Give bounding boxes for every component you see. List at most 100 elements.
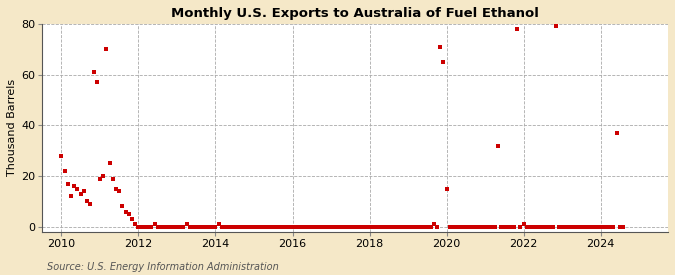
Point bbox=[495, 225, 506, 229]
Point bbox=[82, 199, 92, 204]
Point bbox=[56, 153, 67, 158]
Point bbox=[319, 225, 330, 229]
Point bbox=[441, 186, 452, 191]
Point bbox=[130, 222, 140, 226]
Text: Source: U.S. Energy Information Administration: Source: U.S. Energy Information Administ… bbox=[47, 262, 279, 272]
Point bbox=[573, 225, 584, 229]
Point bbox=[418, 225, 429, 229]
Point bbox=[608, 225, 619, 229]
Point bbox=[374, 225, 385, 229]
Point bbox=[332, 225, 343, 229]
Point bbox=[155, 225, 166, 229]
Point bbox=[521, 225, 532, 229]
Point bbox=[230, 225, 240, 229]
Point bbox=[213, 222, 224, 226]
Point bbox=[85, 202, 96, 206]
Point bbox=[595, 225, 606, 229]
Point bbox=[535, 225, 545, 229]
Point bbox=[303, 225, 314, 229]
Point bbox=[294, 225, 304, 229]
Point bbox=[583, 225, 593, 229]
Point bbox=[400, 225, 410, 229]
Point bbox=[175, 225, 186, 229]
Point bbox=[431, 225, 442, 229]
Title: Monthly U.S. Exports to Australia of Fuel Ethanol: Monthly U.S. Exports to Australia of Fue… bbox=[171, 7, 539, 20]
Point bbox=[281, 225, 292, 229]
Point bbox=[246, 225, 256, 229]
Point bbox=[380, 225, 391, 229]
Point bbox=[354, 225, 365, 229]
Point bbox=[477, 225, 487, 229]
Point bbox=[325, 225, 336, 229]
Point bbox=[101, 47, 112, 51]
Point bbox=[259, 225, 269, 229]
Point bbox=[499, 225, 510, 229]
Point bbox=[255, 225, 266, 229]
Point bbox=[361, 225, 372, 229]
Point bbox=[512, 27, 522, 31]
Point bbox=[310, 225, 321, 229]
Point bbox=[377, 225, 388, 229]
Point bbox=[168, 225, 179, 229]
Point bbox=[508, 225, 519, 229]
Point bbox=[111, 186, 122, 191]
Point bbox=[486, 225, 497, 229]
Point bbox=[197, 225, 208, 229]
Point bbox=[454, 225, 465, 229]
Point bbox=[107, 176, 118, 181]
Point bbox=[236, 225, 246, 229]
Point bbox=[435, 45, 446, 49]
Point bbox=[448, 225, 458, 229]
Point bbox=[220, 225, 231, 229]
Point bbox=[338, 225, 349, 229]
Point bbox=[345, 225, 356, 229]
Point bbox=[124, 212, 134, 216]
Point bbox=[524, 225, 535, 229]
Point bbox=[554, 225, 564, 229]
Point bbox=[313, 225, 323, 229]
Point bbox=[217, 225, 227, 229]
Point bbox=[117, 204, 128, 209]
Point bbox=[207, 225, 218, 229]
Point bbox=[531, 225, 542, 229]
Point bbox=[24, 209, 34, 214]
Point bbox=[618, 225, 628, 229]
Point bbox=[493, 144, 504, 148]
Point bbox=[271, 225, 282, 229]
Point bbox=[457, 225, 468, 229]
Point bbox=[316, 225, 327, 229]
Point bbox=[483, 225, 493, 229]
Point bbox=[200, 225, 211, 229]
Point bbox=[88, 70, 99, 74]
Point bbox=[467, 225, 478, 229]
Point bbox=[367, 225, 378, 229]
Point bbox=[489, 225, 500, 229]
Point bbox=[306, 225, 317, 229]
Point bbox=[537, 225, 548, 229]
Point bbox=[136, 225, 147, 229]
Point bbox=[98, 174, 109, 178]
Point bbox=[204, 225, 215, 229]
Point bbox=[464, 225, 475, 229]
Point bbox=[412, 225, 423, 229]
Point bbox=[159, 225, 169, 229]
Point bbox=[342, 225, 352, 229]
Point bbox=[274, 225, 285, 229]
Point bbox=[403, 225, 414, 229]
Point bbox=[233, 225, 244, 229]
Point bbox=[416, 225, 427, 229]
Point bbox=[541, 225, 551, 229]
Point bbox=[323, 225, 333, 229]
Y-axis label: Thousand Barrels: Thousand Barrels bbox=[7, 79, 17, 177]
Point bbox=[348, 225, 359, 229]
Point bbox=[438, 60, 449, 64]
Point bbox=[566, 225, 577, 229]
Point bbox=[335, 225, 346, 229]
Point bbox=[451, 225, 462, 229]
Point bbox=[544, 225, 555, 229]
Point bbox=[550, 24, 561, 29]
Point bbox=[579, 225, 590, 229]
Point bbox=[191, 225, 202, 229]
Point bbox=[120, 209, 131, 214]
Point bbox=[162, 225, 173, 229]
